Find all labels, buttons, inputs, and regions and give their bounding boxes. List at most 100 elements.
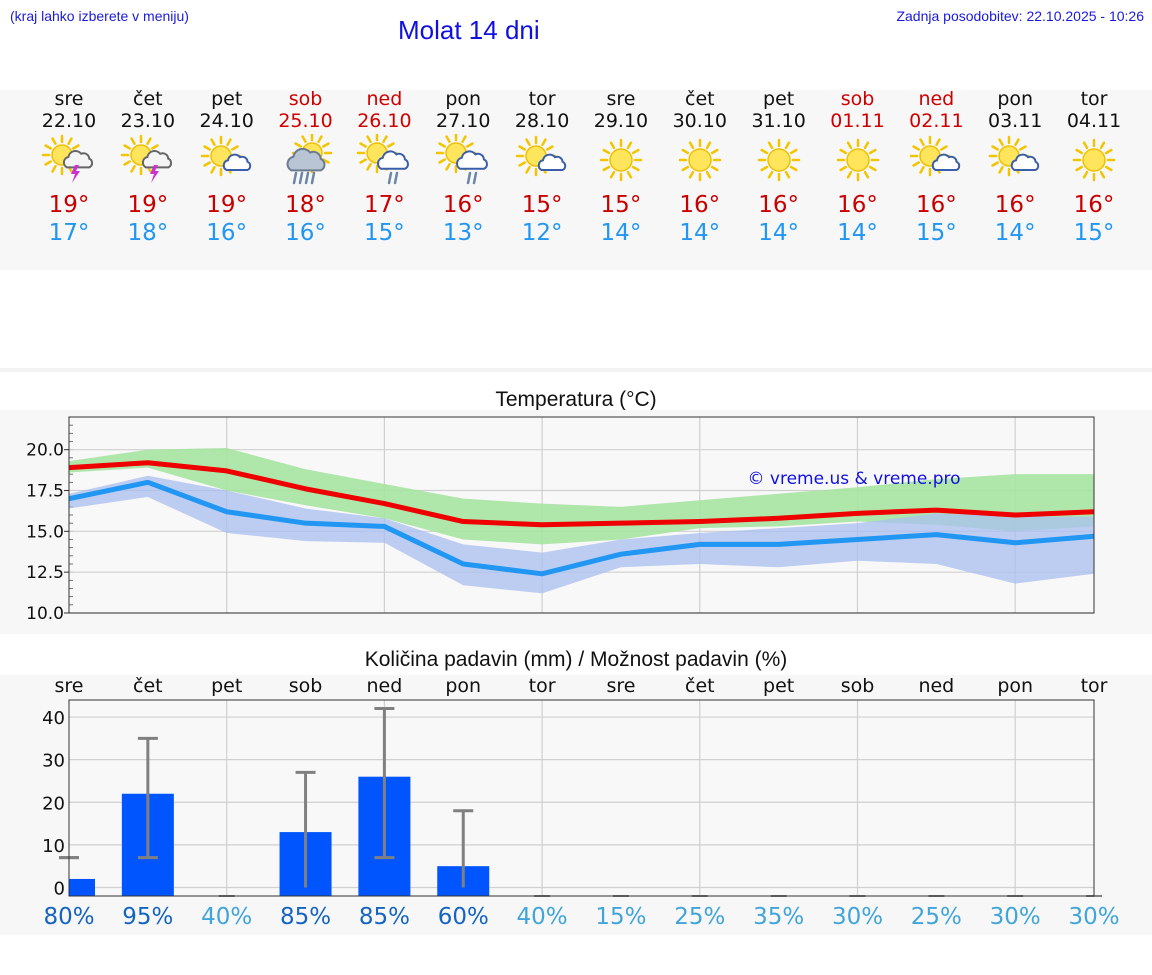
day-column: tor 28.10 15° 12° [502,88,582,247]
cloud-shape [456,150,489,170]
min-temp: 12° [521,220,563,246]
cloud-shape [377,150,410,170]
sun-ray [784,170,790,179]
sun-ray [940,145,949,151]
sun-small-cloud-icon [910,135,961,177]
sun-ray [202,161,211,167]
sun-ray [789,165,798,172]
precip-probability: 35% [753,904,805,930]
sun-ray [366,135,373,143]
sun-ray [626,170,633,179]
sun-small-cloud-icon [988,135,1040,177]
day-date: 31.10 [751,110,806,132]
sun-ray [784,141,790,150]
sun-ray [445,135,451,143]
sun-ray [1099,141,1106,150]
max-temp: 16° [442,192,484,218]
day-column: tor 04.11 16° 15° [1054,88,1134,247]
min-temp: 17° [48,220,90,246]
sun-ray [44,160,52,166]
sun-ray [445,163,451,171]
sun-ray [863,170,869,179]
sun-cloud-heavy-rain-icon [286,134,332,185]
max-temp: 16° [994,192,1036,218]
sun-ray [366,163,373,171]
sun-ray [688,141,695,150]
temperature-chart-title: Temperatura (°C) [495,388,657,411]
y-tick-label: 10.0 [26,604,64,624]
min-temp: 15° [1073,220,1115,246]
sun-cloud-thunder-icon [41,134,94,183]
precip-day-label: pon [445,675,482,697]
precip-day-label: čet [685,675,715,697]
min-temperature-line [68,479,1095,577]
sun-ray [1019,145,1027,151]
y-tick-label: 10 [42,836,65,857]
precip-probability: 40% [201,904,253,930]
day-column: čet 23.10 19° 18° [108,88,188,247]
sun-ray [631,165,640,172]
sun-ray [991,145,1000,151]
sun-ray [912,145,921,151]
sun-small-cloud-icon [515,135,567,177]
day-name: ned [366,88,403,110]
precip-probability: 25% [910,904,962,930]
day-column: sre 22.10 19° 17° [29,88,109,247]
day-name: tor [1080,88,1108,110]
sun-ray [300,135,307,143]
precip-day-label: sre [606,675,636,697]
y-tick-label: 20 [42,793,65,814]
precip-day-label: čet [133,675,163,697]
precip-day-label: sre [54,675,84,697]
watermark: © vreme.us & vreme.pro [747,469,960,489]
sun-ray [710,148,719,155]
sun-ray [631,148,640,155]
sun-ray [838,165,847,172]
plot-area [69,700,1094,896]
sun-ray [626,141,633,150]
rain-drop [388,171,393,185]
min-temp: 14° [600,220,642,246]
cloud-shape [286,147,325,172]
day-date: 27.10 [436,110,491,132]
day-name: sre [606,88,636,110]
sun-ray [838,148,847,155]
day-date: 01.11 [830,110,885,132]
day-name: sre [54,88,84,110]
precip-day-label: tor [1080,675,1108,697]
max-temp: 19° [206,192,248,218]
day-column: pet 31.10 16° 14° [739,88,819,247]
sun-ray [705,141,712,150]
sun-cloud-rain-icon [357,134,410,185]
day-column: čet 30.10 16° 14° [660,88,740,247]
sun-icon [599,138,643,182]
sun-ray [1104,148,1113,155]
precip-probability: 60% [437,904,489,930]
day-name: pon [997,88,1034,110]
sun-ray [1075,165,1084,172]
sun-cloud-rain-icon [436,134,489,185]
precip-probability: 85% [358,904,410,930]
precipitation-bar [69,878,95,896]
day-column: ned 02.11 16° 15° [896,88,976,247]
sun-ray [51,137,57,145]
day-date: 30.10 [672,110,727,132]
day-date: 23.10 [120,110,176,132]
plot-frame [68,416,1095,614]
sun-disc [688,148,712,172]
sun-ray [146,137,152,145]
sun-ray [321,142,330,148]
y-tick-label: 15.0 [26,522,64,542]
sun-ray [72,144,80,150]
sun-ray [123,144,131,150]
sun-ray [919,166,926,174]
min-temp: 13° [442,220,484,246]
y-tick-label: 12.5 [26,563,64,583]
precip-probability: 30% [989,904,1041,930]
sun-ray [209,138,216,146]
sun-ray [789,148,798,155]
max-temp: 15° [521,192,563,218]
sun-ray [44,144,52,150]
sun-ray [760,148,768,155]
rain-drop [304,171,309,185]
